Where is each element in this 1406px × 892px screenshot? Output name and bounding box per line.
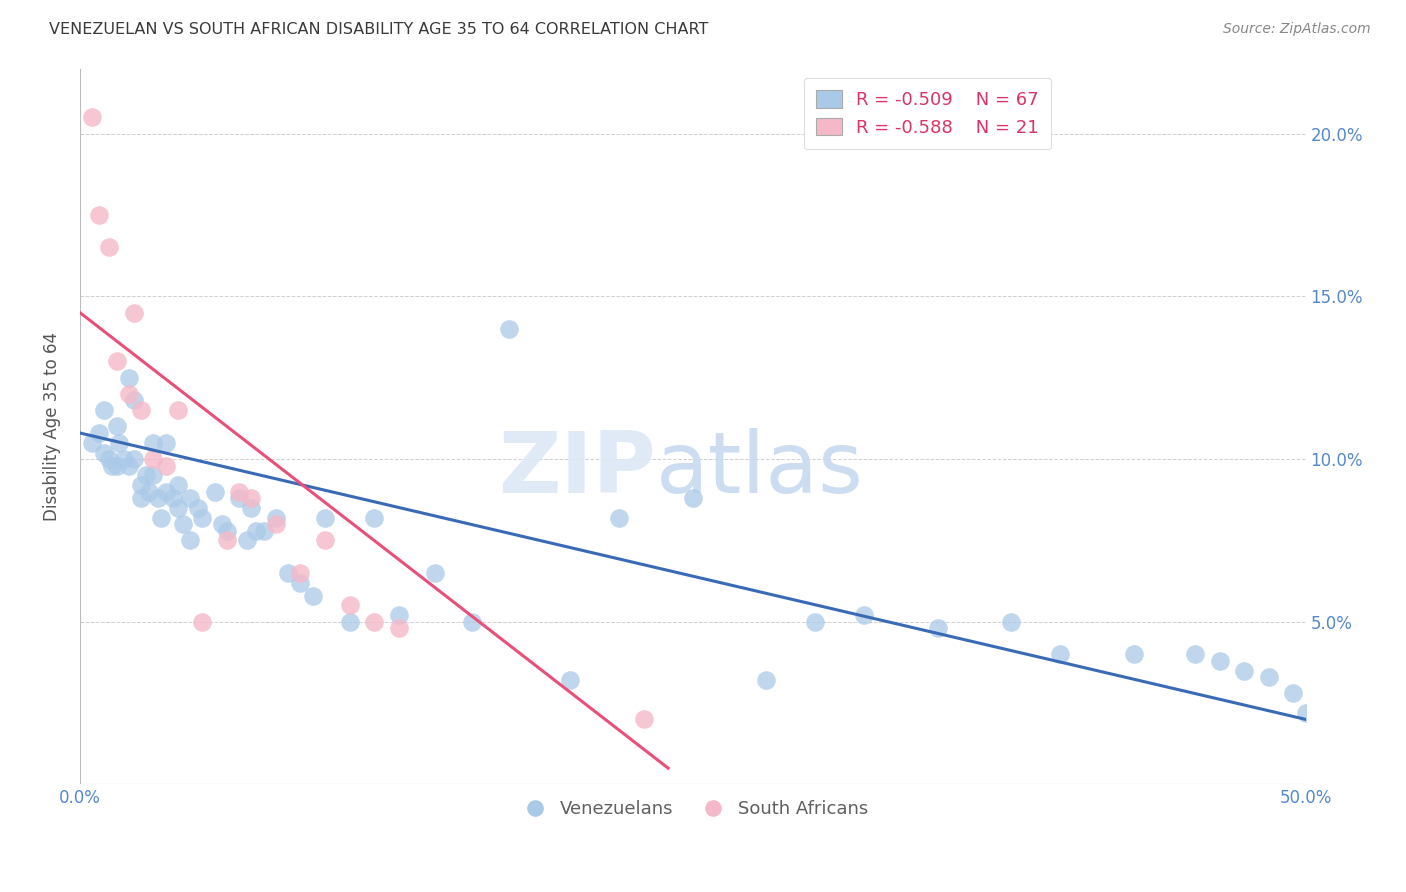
Point (142, 468, 165, 483)
Point (129, 403, 152, 417)
Point (129, 491, 152, 505)
Point (215, 524, 238, 538)
Point (105, 354, 128, 368)
Point (363, 615, 385, 629)
Point (122, 452, 145, 467)
Point (167, 500, 190, 515)
Point (98, 240, 121, 254)
Point (240, 500, 263, 515)
Point (290, 575, 312, 590)
Point (363, 510, 385, 524)
Point (314, 510, 336, 524)
Point (607, 510, 630, 524)
Point (387, 621, 409, 635)
Point (498, 322, 520, 336)
Point (277, 566, 299, 580)
Point (1000, 615, 1022, 629)
Point (804, 615, 827, 629)
Point (1209, 654, 1232, 668)
Point (135, 468, 157, 483)
Point (179, 533, 201, 548)
Point (755, 673, 778, 688)
Point (558, 673, 581, 688)
Point (927, 621, 949, 635)
Point (191, 510, 214, 524)
Point (1049, 647, 1071, 661)
Point (387, 608, 409, 623)
Point (633, 712, 655, 726)
Point (853, 608, 876, 623)
Point (148, 491, 170, 505)
Point (290, 566, 312, 580)
Point (204, 484, 226, 499)
Point (245, 524, 267, 538)
Point (339, 599, 361, 613)
Point (461, 615, 484, 629)
Point (98, 452, 121, 467)
Point (112, 452, 135, 467)
Text: VENEZUELAN VS SOUTH AFRICAN DISABILITY AGE 35 TO 64 CORRELATION CHART: VENEZUELAN VS SOUTH AFRICAN DISABILITY A… (49, 22, 709, 37)
Point (339, 615, 361, 629)
Point (301, 589, 323, 603)
Text: Source: ZipAtlas.com: Source: ZipAtlas.com (1223, 22, 1371, 37)
Point (240, 491, 263, 505)
Point (82, 111, 104, 125)
Point (264, 510, 287, 524)
Point (1295, 706, 1317, 720)
Text: ZIP: ZIP (498, 428, 657, 511)
Point (228, 491, 250, 505)
Point (100, 458, 122, 473)
Point (235, 533, 257, 548)
Point (138, 484, 160, 499)
Point (186, 500, 208, 515)
Point (162, 491, 184, 505)
Point (314, 533, 336, 548)
Point (105, 419, 128, 434)
Point (122, 393, 145, 408)
Point (211, 517, 233, 532)
Point (118, 370, 141, 384)
Point (82, 435, 104, 450)
Point (682, 491, 704, 505)
Point (191, 615, 214, 629)
Point (264, 517, 287, 532)
Point (1257, 670, 1279, 684)
Point (118, 458, 141, 473)
Point (1282, 686, 1305, 700)
Point (253, 524, 276, 538)
Point (1122, 647, 1144, 661)
Legend: Venezuelans, South Africans: Venezuelans, South Africans (509, 793, 876, 825)
Point (167, 478, 190, 492)
Point (89, 208, 111, 222)
Point (105, 458, 128, 473)
Point (179, 491, 201, 505)
Point (118, 387, 141, 401)
Point (155, 484, 177, 499)
Point (108, 435, 131, 450)
Y-axis label: Disability Age 35 to 64: Disability Age 35 to 64 (44, 332, 60, 521)
Point (93, 403, 115, 417)
Point (89, 425, 111, 440)
Point (228, 484, 250, 499)
Point (149, 510, 172, 524)
Point (167, 403, 190, 417)
Point (425, 566, 447, 580)
Point (155, 435, 177, 450)
Point (1233, 664, 1256, 678)
Point (155, 458, 177, 473)
Point (142, 452, 165, 467)
Point (122, 305, 145, 319)
Point (1184, 647, 1206, 661)
Point (172, 517, 194, 532)
Point (93, 445, 115, 459)
Point (142, 435, 165, 450)
Text: atlas: atlas (657, 428, 863, 511)
Point (215, 533, 238, 548)
Point (129, 478, 152, 492)
